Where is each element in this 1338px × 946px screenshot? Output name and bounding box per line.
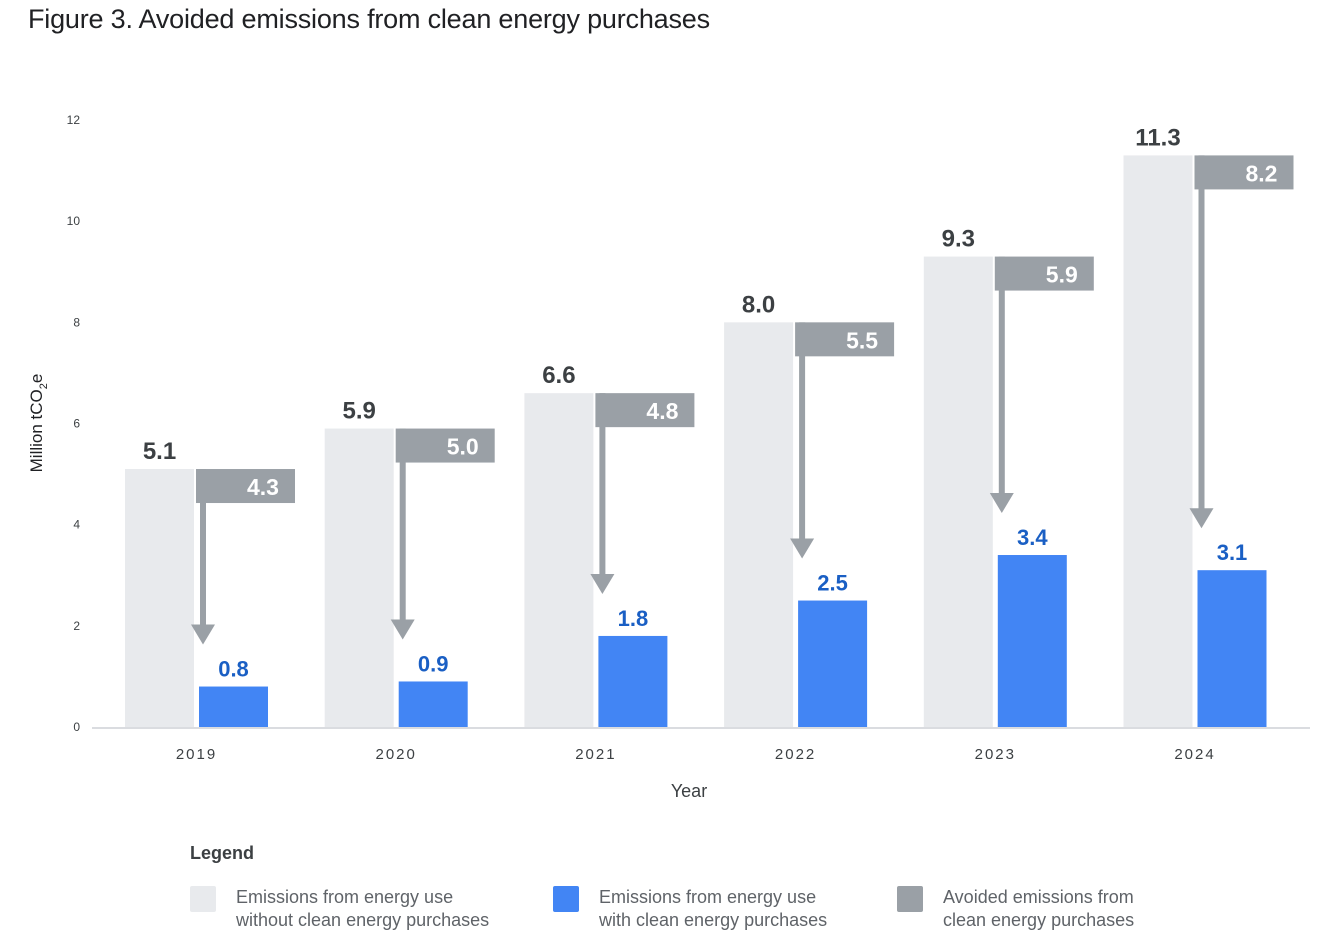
legend-label: Emissions from energy use with clean ene… bbox=[599, 886, 827, 932]
avoided-emissions-label: 5.0 bbox=[447, 434, 479, 460]
y-tick-label: 8 bbox=[73, 315, 80, 329]
y-tick-label: 2 bbox=[73, 619, 80, 633]
bar-with-clean-energy bbox=[1197, 570, 1267, 727]
y-tick-label: 4 bbox=[73, 518, 80, 532]
data-label-with-clean-energy: 0.9 bbox=[418, 651, 449, 676]
legend-label: Avoided emissions from clean energy purc… bbox=[943, 886, 1134, 932]
legend-item-with-clean-energy: Emissions from energy use with clean ene… bbox=[553, 886, 827, 932]
legend-label-line1: Emissions from energy use bbox=[599, 887, 817, 907]
x-tick-label: 2023 bbox=[975, 746, 1016, 763]
bar-with-clean-energy bbox=[598, 635, 668, 727]
y-tick-label: 10 bbox=[67, 214, 81, 228]
avoided-emissions-label: 5.5 bbox=[846, 327, 878, 353]
bar-without-clean-energy bbox=[923, 256, 993, 727]
data-label-with-clean-energy: 0.8 bbox=[218, 657, 249, 682]
avoided-emissions-flag bbox=[795, 322, 895, 357]
bar-without-clean-energy bbox=[1123, 155, 1193, 728]
avoided-emissions-label: 4.8 bbox=[646, 398, 678, 424]
x-tick-label: 2024 bbox=[1174, 746, 1215, 763]
y-tick-label: 6 bbox=[73, 417, 80, 431]
legend-item-without-clean-energy: Emissions from energy use without clean … bbox=[190, 886, 489, 932]
legend-swatch-light-gray bbox=[190, 886, 216, 912]
legend-item-avoided-emissions: Avoided emissions from clean energy purc… bbox=[897, 886, 1134, 932]
bar-with-clean-energy bbox=[199, 686, 268, 727]
legend-label-line1: Emissions from energy use bbox=[236, 887, 454, 907]
bar-without-clean-energy bbox=[524, 393, 594, 727]
legend-label-line2: with clean energy purchases bbox=[599, 910, 828, 930]
legend-swatch-gray bbox=[897, 886, 923, 912]
legend-title: Legend bbox=[190, 843, 255, 863]
arrow-down-icon bbox=[1189, 508, 1214, 529]
data-label-without-clean-energy: 11.3 bbox=[1135, 124, 1180, 151]
avoided-emissions-label: 8.2 bbox=[1246, 160, 1278, 186]
arrow-down-icon bbox=[390, 619, 415, 640]
avoided-emissions-label: 5.9 bbox=[1046, 262, 1078, 288]
x-tick-label: 2022 bbox=[775, 746, 816, 763]
bar-with-clean-energy bbox=[398, 681, 468, 727]
data-label-without-clean-energy: 5.9 bbox=[343, 398, 376, 425]
bar-without-clean-energy bbox=[125, 469, 194, 727]
avoided-emissions-flag bbox=[196, 469, 295, 504]
x-tick-label: 2020 bbox=[376, 746, 417, 763]
x-tick-label: 2021 bbox=[575, 746, 616, 763]
data-label-with-clean-energy: 3.4 bbox=[1017, 525, 1048, 550]
avoided-emissions-flag bbox=[395, 428, 495, 463]
legend-swatch-blue bbox=[553, 886, 579, 912]
arrow-down-icon bbox=[989, 493, 1014, 514]
avoided-emissions-flag bbox=[1194, 155, 1294, 190]
y-tick-label: 12 bbox=[67, 113, 81, 127]
x-tick-label: 2019 bbox=[176, 746, 217, 763]
avoided-emissions-flag bbox=[994, 256, 1094, 291]
data-label-with-clean-energy: 3.1 bbox=[1217, 540, 1248, 565]
bar-with-clean-energy bbox=[798, 600, 868, 727]
data-label-with-clean-energy: 2.5 bbox=[817, 571, 848, 596]
data-label-without-clean-energy: 9.3 bbox=[942, 226, 975, 253]
avoided-emissions-flag bbox=[595, 393, 695, 428]
legend-label-line1: Avoided emissions from bbox=[943, 887, 1134, 907]
y-axis-label: Million tCO2e bbox=[27, 374, 50, 473]
bar-with-clean-energy bbox=[997, 555, 1067, 727]
legend-label-line2: clean energy purchases bbox=[943, 910, 1135, 930]
bar-without-clean-energy bbox=[724, 322, 794, 727]
chart-title: Figure 3. Avoided emissions from clean e… bbox=[28, 4, 710, 34]
legend-label: Emissions from energy use without clean … bbox=[236, 886, 489, 932]
arrow-down-icon bbox=[790, 538, 815, 559]
arrow-down-icon bbox=[590, 573, 615, 594]
data-label-without-clean-energy: 6.6 bbox=[542, 362, 575, 389]
avoided-emissions-label: 4.3 bbox=[247, 474, 279, 500]
data-label-with-clean-energy: 1.8 bbox=[618, 606, 649, 631]
bar-chart: 0 2 4 6 8 10 12 Million tCO2e 5.1 0.8 4.3 2019 5.9 0.… bbox=[27, 113, 1310, 801]
x-axis-label: Year bbox=[671, 781, 707, 801]
legend-label-line2: without clean energy purchases bbox=[236, 910, 490, 930]
y-tick-label: 0 bbox=[73, 720, 80, 734]
bar-without-clean-energy bbox=[324, 428, 394, 727]
data-label-without-clean-energy: 5.1 bbox=[143, 438, 176, 465]
data-label-without-clean-energy: 8.0 bbox=[742, 291, 775, 318]
arrow-down-icon bbox=[191, 624, 215, 645]
